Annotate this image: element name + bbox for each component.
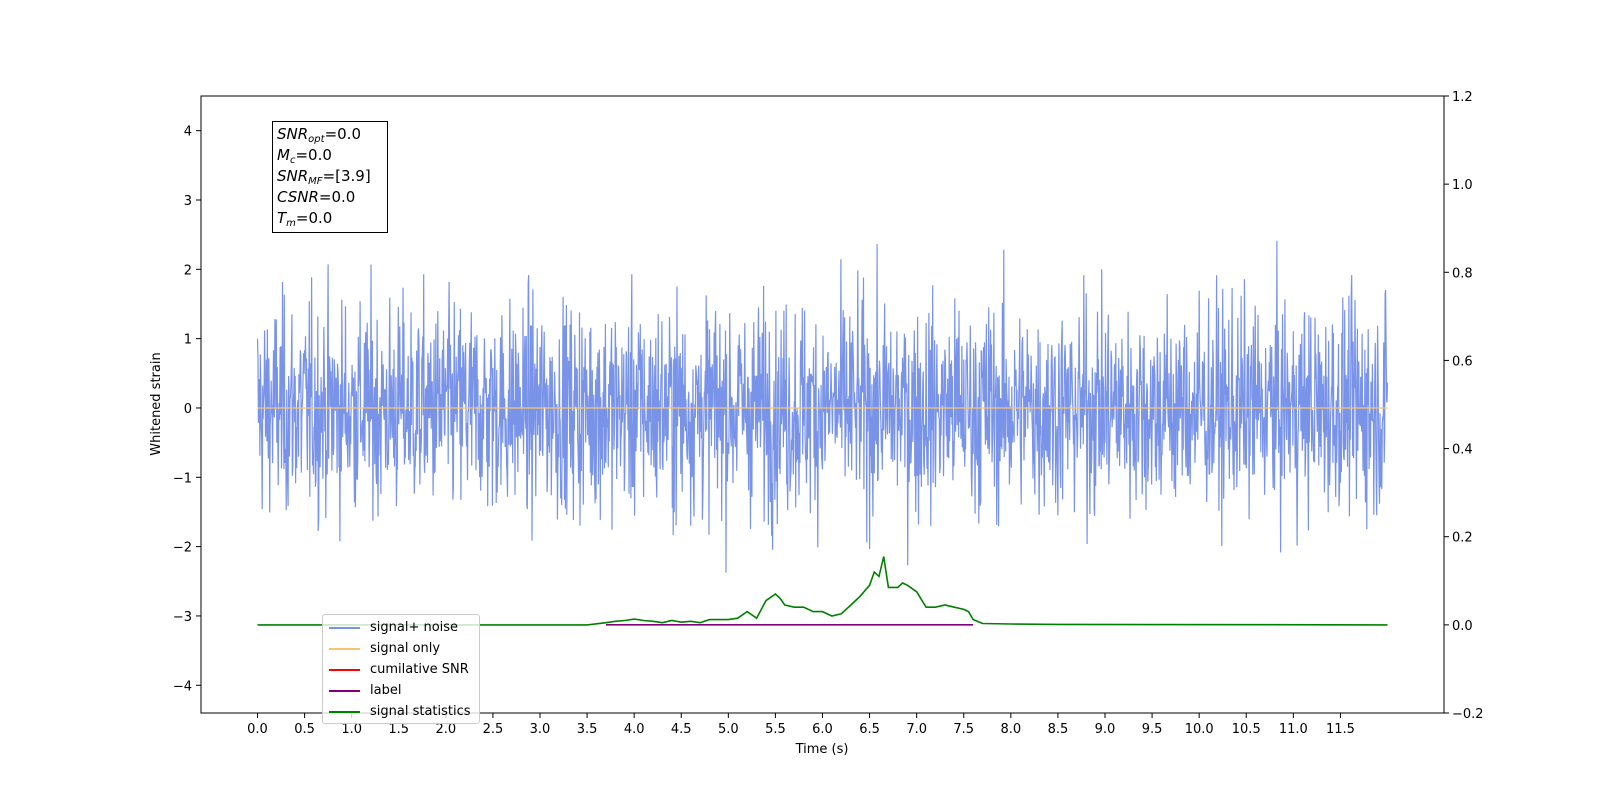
- series-signal-statistics-line: [257, 556, 1388, 626]
- snr-mf-row: SNRMF=[3.9]: [277, 167, 371, 187]
- x-tick-label: 0.0: [247, 722, 268, 737]
- x-tick-label: 2.0: [435, 722, 456, 737]
- y-tick-label: 2: [184, 263, 192, 278]
- y-tick-label: 4: [184, 125, 192, 140]
- x-tick-label: 1.0: [341, 722, 362, 737]
- y2-tick-label: 1.2: [1452, 90, 1473, 105]
- x-tick-label: 4.0: [624, 722, 645, 737]
- y-tick-label: −3: [173, 610, 192, 625]
- y-tick-label: 3: [184, 194, 192, 209]
- x-tick-label: 5.0: [718, 722, 739, 737]
- x-axis-label: Time (s): [795, 742, 849, 757]
- x-tick-label: 4.5: [671, 722, 692, 737]
- series-layer: [256, 240, 1389, 626]
- legend: signal+ noise signal only cumilative SNR…: [322, 614, 480, 724]
- y-axis-ticks: 4 3 2 1 0 −1 −2 −3 −4: [173, 125, 201, 694]
- y-tick-label: 1: [184, 333, 192, 348]
- x-tick-label: 6.0: [812, 722, 833, 737]
- x-tick-label: 8.5: [1048, 722, 1069, 737]
- y2-tick-label: 0.8: [1452, 266, 1473, 281]
- legend-entry: signal only: [329, 638, 473, 659]
- legend-swatch: [329, 689, 360, 692]
- x-axis-ticks: 0.0 0.5 1.0 1.5 2.0 2.5 3.0 3.5 4.0 4.5 5.0 5.5 6.0 6…: [247, 713, 1355, 737]
- y-tick-label: −1: [173, 471, 192, 486]
- x-tick-label: 11.0: [1279, 722, 1308, 737]
- x-tick-label: 9.0: [1095, 722, 1116, 737]
- x-tick-label: 6.5: [859, 722, 880, 737]
- x-tick-label: 10.5: [1232, 722, 1261, 737]
- x-tick-label: 3.5: [577, 722, 598, 737]
- y2-tick-label: 0.2: [1452, 531, 1473, 546]
- x-tick-label: 9.5: [1142, 722, 1163, 737]
- legend-entry: signal+ noise: [329, 617, 473, 638]
- stats-annotation-box: SNRopt=0.0 Mc=0.0 SNRMF=[3.9] CSNR=0.0 T…: [272, 121, 388, 233]
- y2-tick-label: 0.4: [1452, 443, 1473, 458]
- legend-entry: label: [329, 680, 473, 701]
- legend-entry: signal statistics: [329, 701, 473, 722]
- tm-row: Tm=0.0: [277, 209, 333, 229]
- legend-swatch: [329, 668, 360, 671]
- x-tick-label: 11.5: [1326, 722, 1355, 737]
- x-tick-label: 5.5: [765, 722, 786, 737]
- y-tick-label: −4: [173, 679, 192, 694]
- y2-tick-label: 0.6: [1452, 354, 1473, 369]
- x-tick-label: 7.5: [953, 722, 974, 737]
- x-tick-label: 0.5: [294, 722, 315, 737]
- snr-opt-row: SNRopt=0.0: [277, 125, 361, 145]
- y-tick-label: −2: [173, 541, 192, 556]
- series-signal-noise-line: [256, 240, 1389, 573]
- legend-swatch: [329, 626, 360, 629]
- x-tick-label: 8.0: [1000, 722, 1021, 737]
- x-tick-label: 1.5: [388, 722, 409, 737]
- legend-entry: cumilative SNR: [329, 659, 473, 680]
- mc-row: Mc=0.0: [277, 146, 332, 166]
- x-tick-label: 7.0: [906, 722, 927, 737]
- y2-tick-label: −0.2: [1452, 707, 1484, 722]
- legend-swatch: [329, 710, 360, 713]
- legend-swatch: [329, 647, 360, 650]
- x-tick-label: 2.5: [483, 722, 504, 737]
- x-tick-label: 10.0: [1185, 722, 1214, 737]
- y2-tick-label: 1.0: [1452, 178, 1473, 193]
- y-axis-label: Whitened strain: [149, 352, 164, 455]
- y2-tick-label: 0.0: [1452, 619, 1473, 634]
- y-tick-label: 0: [184, 402, 192, 417]
- csnr-row: CSNR=0.0: [277, 188, 356, 206]
- y2-axis-ticks: 1.2 1.0 0.8 0.6 0.4 0.2 0.0 −0.2: [1444, 90, 1484, 722]
- x-tick-label: 3.0: [530, 722, 551, 737]
